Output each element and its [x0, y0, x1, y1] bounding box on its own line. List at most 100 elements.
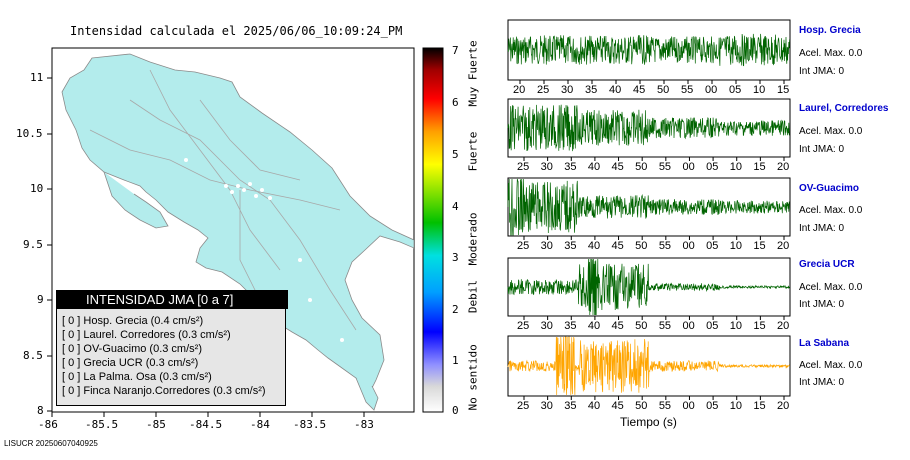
seismogram-tick-label: 50 [635, 161, 648, 173]
roads [89, 69, 357, 331]
station-acel: Acel. Max. 0.0 [799, 205, 863, 216]
seismogram-tick-label: 50 [635, 400, 648, 412]
seismogram-tick-label: 55 [658, 161, 672, 173]
colorbar [422, 47, 444, 413]
y-tick: 10 [30, 182, 44, 195]
legend-body: [ 0 ] Hosp. Grecia (0.4 cm/s²) [ 0 ] Lau… [56, 308, 286, 406]
seismogram-tick-label: 10 [753, 84, 766, 96]
colorbar-tick: 3 [452, 251, 459, 264]
colorbar-tick: 7 [452, 44, 459, 57]
seismogram-trace [507, 336, 790, 396]
nicoya-peninsula [103, 171, 169, 229]
station-int: Int JMA: 0 [799, 144, 845, 155]
city-markers [184, 158, 344, 342]
y-tick: 11 [30, 71, 44, 84]
seismogram-tick-label: 45 [611, 161, 624, 173]
seismogram-tick-label: 35 [564, 240, 577, 252]
seismogram-tick-label: 50 [635, 240, 648, 252]
seismogram-tick-label: 25 [517, 161, 530, 173]
seismogram-tick-label: 40 [587, 161, 601, 173]
seismogram-tick-label: 10 [729, 240, 742, 252]
colorbar-tick: 0 [452, 404, 459, 417]
seismogram-tick-label: 35 [564, 400, 577, 412]
x-tick: -84.5 [189, 418, 223, 431]
legend-row: [ 0 ] Hosp. Grecia (0.4 cm/s²) [62, 315, 204, 327]
seismogram-tick-label: 40 [587, 240, 601, 252]
seismogram-tick-label: 50 [657, 84, 670, 96]
seismogram-tick-label: 10 [729, 400, 742, 412]
seismogram-tick-label: 45 [633, 84, 646, 96]
seismogram-tick-label: 05 [706, 161, 719, 173]
legend-row: [ 0 ] Laurel. Corredores (0.3 cm/s²) [62, 329, 231, 341]
seismogram-tick-label: 15 [753, 161, 766, 173]
seismogram-tick-label: 00 [682, 400, 695, 412]
seismogram-tick-label: 20 [777, 161, 790, 173]
seismogram-tick-label: 25 [537, 84, 550, 96]
seismogram-tick-label: 25 [517, 400, 530, 412]
legend-row: [ 0 ] La Palma. Osa (0.3 cm/s²) [62, 371, 212, 383]
seismogram-trace [507, 33, 790, 67]
x-tick: -83 [354, 418, 374, 431]
colorbar-label: No sentido [466, 344, 480, 411]
seismogram-tick-label: 45 [611, 320, 624, 332]
seismogram-tick-label: 15 [753, 400, 766, 412]
seismogram-tick-label: 05 [729, 84, 742, 96]
burica-peninsula [355, 377, 379, 411]
seismogram-tick-label: 55 [658, 400, 672, 412]
station-name: Hosp. Grecia [799, 25, 861, 36]
colorbar-tick: 2 [452, 303, 459, 316]
seismogram-trace [507, 178, 790, 236]
seismogram-tick-label: 30 [540, 240, 553, 252]
seismogram-tick-label: 55 [658, 320, 672, 332]
station-int: Int JMA: 0 [799, 66, 845, 77]
station-int: Int JMA: 0 [799, 223, 845, 234]
seismogram-tick-label: 35 [585, 84, 598, 96]
y-tick: 8 [37, 404, 44, 417]
station-acel: Acel. Max. 0.0 [799, 282, 863, 293]
seismogram-tick-label: 00 [682, 320, 695, 332]
colorbar-tick: 4 [452, 200, 459, 213]
seismogram-tick-label: 25 [517, 320, 530, 332]
station-name: OV-Guacimo [799, 183, 860, 194]
legend-row: [ 0 ] Finca Naranjo.Corredores (0.3 cm/s… [62, 385, 266, 397]
seismogram-tick-label: 30 [540, 320, 553, 332]
seismogram-tick-label: 20 [513, 84, 526, 96]
x-tick: -85 [146, 418, 166, 431]
seismogram-tick-label: 50 [635, 320, 648, 332]
map-axes [47, 77, 365, 417]
time-axis-label: Tiempo (s) [620, 415, 677, 429]
station-int: Int JMA: 0 [799, 299, 845, 310]
colorbar-label: Fuerte [466, 131, 480, 172]
y-tick: 9 [37, 293, 44, 306]
legend-row: [ 0 ] OV-Guacimo (0.3 cm/s²) [62, 343, 202, 355]
x-tick: -83.5 [293, 418, 327, 431]
seismogram-tick-label: 00 [682, 240, 695, 252]
seismogram-tick-label: 05 [706, 320, 719, 332]
seismogram-tick-label: 30 [540, 400, 553, 412]
seismogram-tick-label: 40 [587, 400, 601, 412]
seismogram-tick-label: 10 [729, 161, 742, 173]
colorbar-label: Debil [466, 279, 480, 314]
station-acel: Acel. Max. 0.0 [799, 48, 863, 59]
seismogram-tick-label: 20 [777, 320, 790, 332]
seismogram-tick-label: 15 [777, 84, 790, 96]
seismogram-tick-label: 00 [705, 84, 718, 96]
x-tick: -85.5 [85, 418, 119, 431]
x-tick: -86 [38, 418, 58, 431]
footer-id: LISUCR 20250607040925 [4, 439, 98, 448]
colorbar-tick: 1 [452, 354, 459, 367]
seismogram-trace [507, 258, 790, 316]
costa-rica-landmass [61, 53, 414, 393]
y-tick: 8.5 [23, 349, 43, 362]
legend-header: INTENSIDAD JMA [0 a 7] [56, 290, 288, 309]
seismogram-tick-label: 35 [564, 320, 577, 332]
x-tick: -84 [250, 418, 270, 431]
seismogram-tick-label: 25 [517, 240, 530, 252]
seismogram-tick-label: 40 [587, 320, 601, 332]
seismogram-tick-label: 30 [540, 161, 553, 173]
seismogram-panels [507, 19, 791, 400]
station-name: Laurel, Corredores [799, 103, 889, 114]
intensity-legend: INTENSIDAD JMA [0 a 7] [56, 290, 288, 309]
colorbar-label: Moderado [466, 212, 480, 266]
colorbar-tick: 5 [452, 148, 459, 161]
